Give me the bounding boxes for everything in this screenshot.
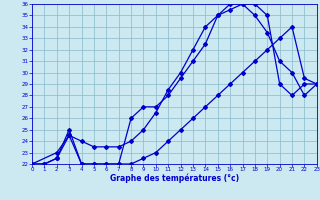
X-axis label: Graphe des températures (°c): Graphe des températures (°c) — [110, 174, 239, 183]
